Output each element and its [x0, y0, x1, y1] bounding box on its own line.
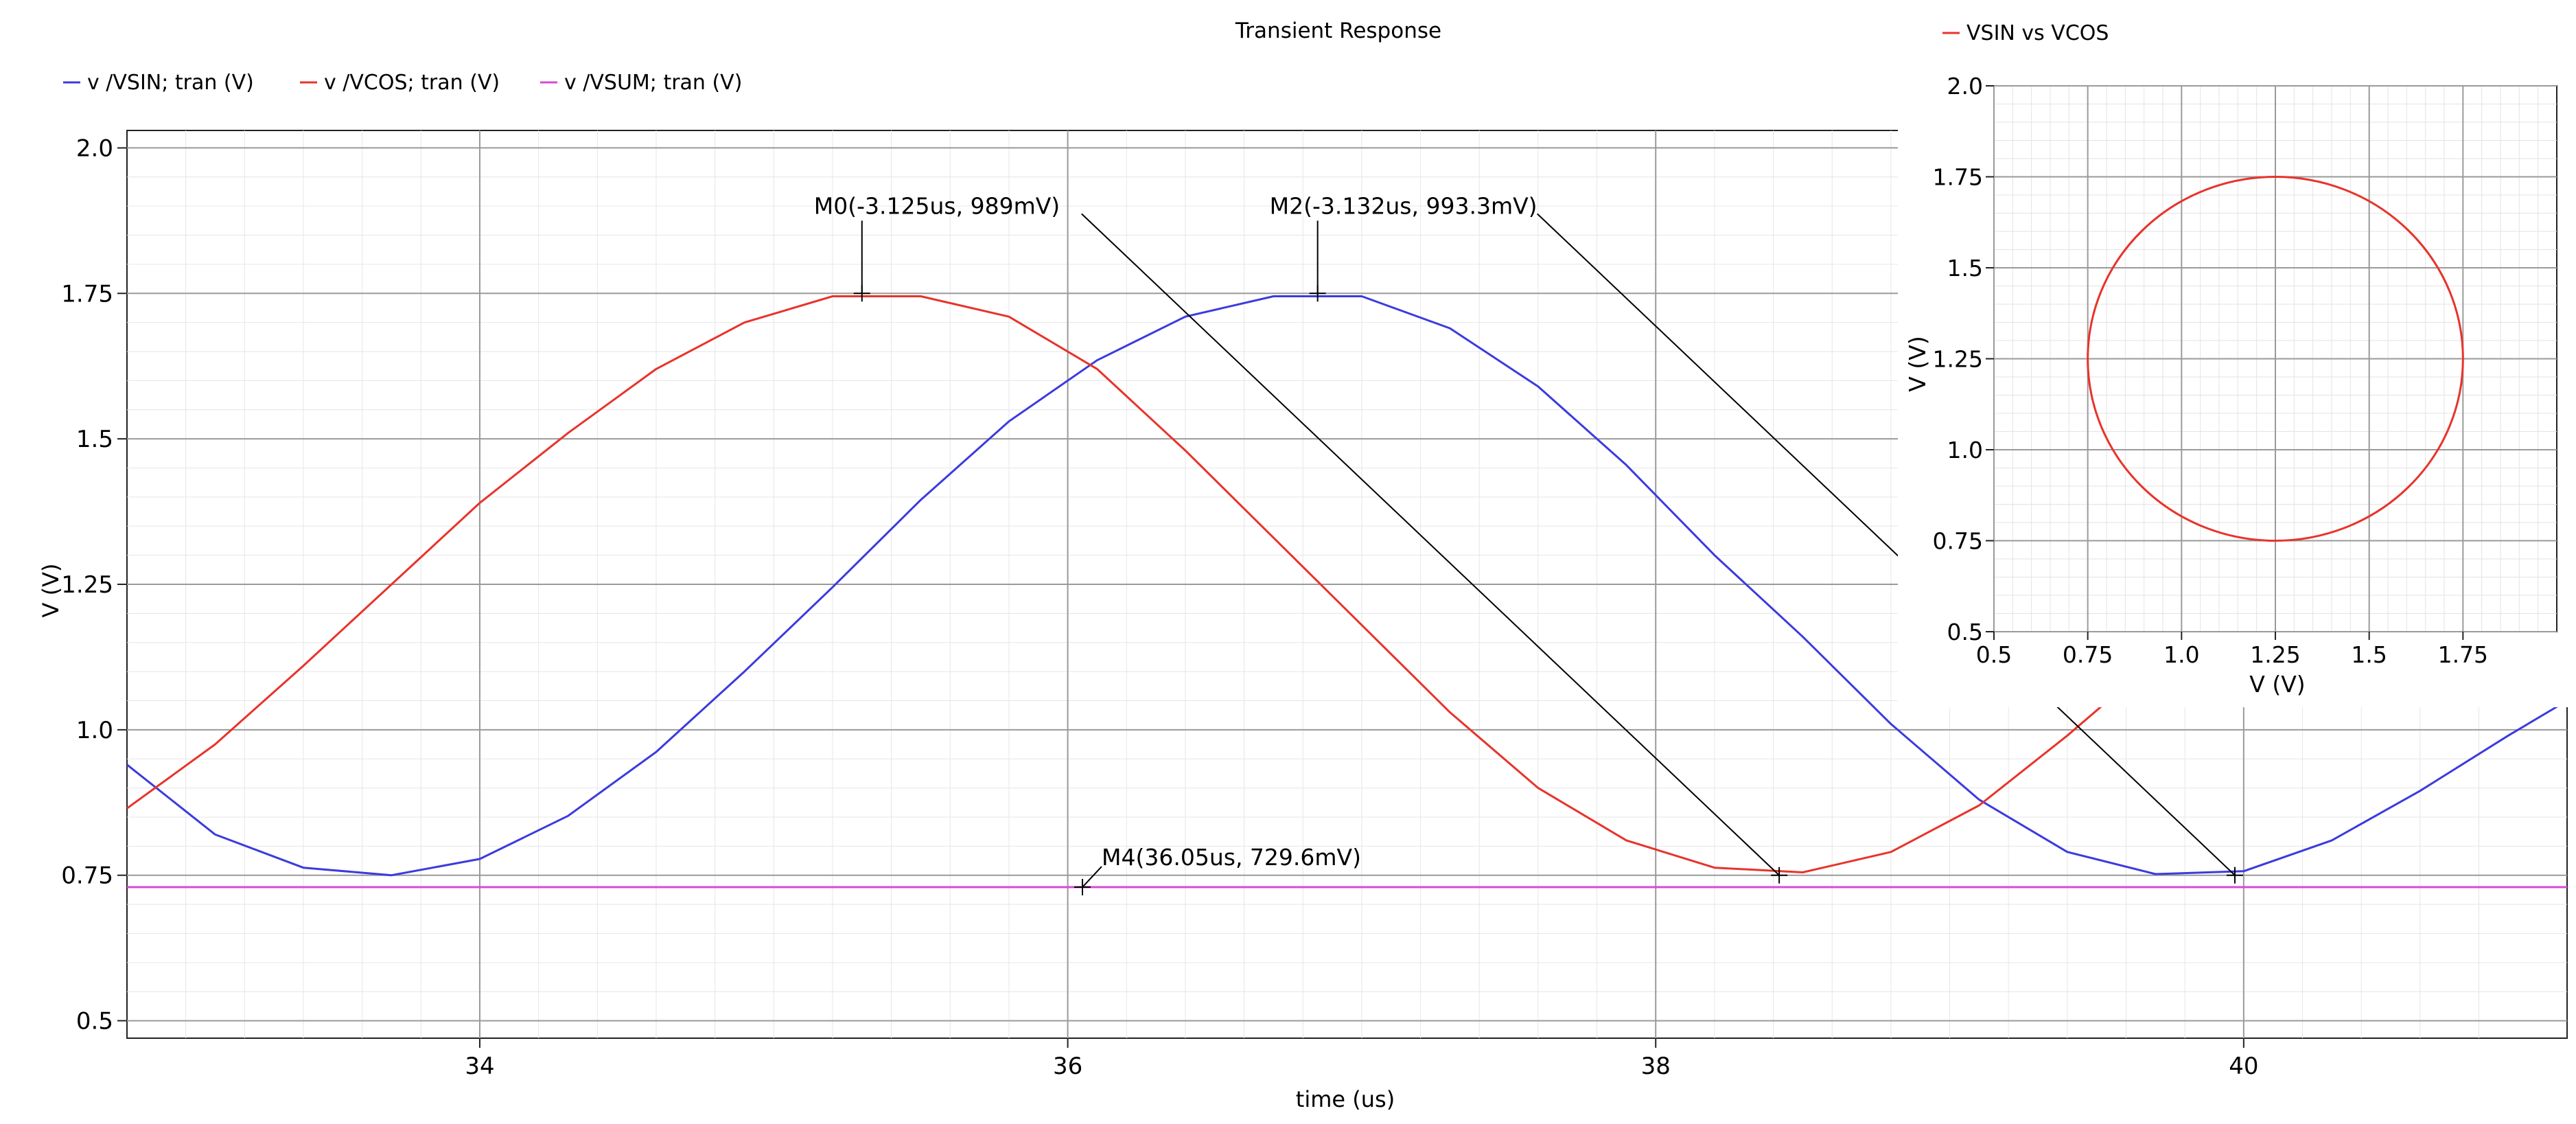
legend-label-vsin: v /VSIN; tran (V) — [87, 71, 254, 95]
legend-entry-vsin[interactable]: v /VSIN; tran (V) — [63, 71, 254, 95]
x-tick-label: 34 — [465, 1053, 494, 1080]
inset-y-tick-label: 2.0 — [1947, 73, 1983, 100]
x-axis-title: time (us) — [1296, 1086, 1395, 1112]
marker-label-2: M4(36.05us, 729.6mV) — [1102, 844, 1361, 871]
y-tick-label: 1.25 — [61, 571, 113, 599]
x-tick-label: 40 — [2229, 1053, 2258, 1080]
inset-x-tick-label: 0.5 — [1976, 641, 2012, 668]
legend-entry-vsum[interactable]: v /VSUM; tran (V) — [540, 71, 742, 95]
inset-x-tick-label: 1.5 — [2351, 641, 2387, 668]
inset-y-tick-label: 0.5 — [1947, 619, 1983, 645]
inset-y-tick-label: 1.5 — [1947, 255, 1983, 282]
inset-series-layer — [2087, 176, 2464, 542]
marker-delta-line — [1536, 213, 2236, 876]
y-tick-label: 1.5 — [76, 426, 113, 453]
inset-x-tick-label: 0.75 — [2063, 641, 2113, 668]
inset-legend-label: VSIN vs VCOS — [1966, 21, 2109, 45]
inset-y-axis-title: V (V) — [1904, 336, 1931, 391]
marker-label-1: M2(-3.132us, 993.3mV) — [1270, 192, 1538, 219]
inset-y-tick-label: 1.25 — [1933, 346, 1983, 373]
marker-label-0: M0(-3.125us, 989mV) — [814, 192, 1060, 219]
x-tick-label: 36 — [1053, 1053, 1082, 1080]
inset-y-tick-label: 1.0 — [1947, 437, 1983, 463]
inset-y-tick-label: 0.75 — [1933, 528, 1983, 555]
y-tick-label: 2.0 — [76, 135, 113, 162]
marker-delta-line — [1081, 213, 1780, 876]
inset-x-tick-label: 1.75 — [2438, 641, 2488, 668]
inset-x-tick-label: 1.0 — [2163, 641, 2199, 668]
inset-x-axis-title: V (V) — [2249, 671, 2305, 698]
marker-layer: M0(-3.125us, 989mV) M2(-3.132us, 993.3mV)… — [814, 192, 2244, 896]
main-series-layer — [126, 295, 2568, 888]
y-tick-label: 0.5 — [76, 1008, 113, 1035]
inset-legend-entry[interactable]: VSIN vs VCOS — [1942, 21, 2109, 45]
legend-entry-vcos[interactable]: v /VCOS; tran (V) — [300, 71, 500, 95]
y-axis-title: V (V) — [38, 564, 64, 618]
main-axes: 34 36 38 40 0.5 0.75 1.0 1.25 1.5 1.75 2.0 — [61, 135, 2258, 1080]
vsin-vs-vcos-circle — [2087, 176, 2464, 542]
inset-y-tick-label: 1.75 — [1933, 164, 1983, 191]
legend-label-vcos: v /VCOS; tran (V) — [324, 71, 500, 95]
marker-leader — [1082, 866, 1102, 888]
y-tick-label: 0.75 — [61, 862, 113, 890]
y-tick-label: 1.75 — [61, 280, 113, 308]
inset-axes: 0.5 0.75 1.0 1.25 1.5 1.75 0.5 0.75 1.0 1.25 1.5 1.… — [1933, 73, 2489, 668]
inset-plot-area — [1898, 17, 2574, 707]
y-tick-label: 1.0 — [76, 717, 113, 744]
vsin-line — [126, 295, 2568, 877]
inset-x-tick-label: 1.25 — [2250, 641, 2300, 668]
vcos-line — [126, 295, 2216, 873]
legend-label-vsum: v /VSUM; tran (V) — [564, 71, 742, 95]
x-tick-label: 38 — [1641, 1053, 1671, 1080]
chart-title: Transient Response — [1235, 19, 1441, 43]
